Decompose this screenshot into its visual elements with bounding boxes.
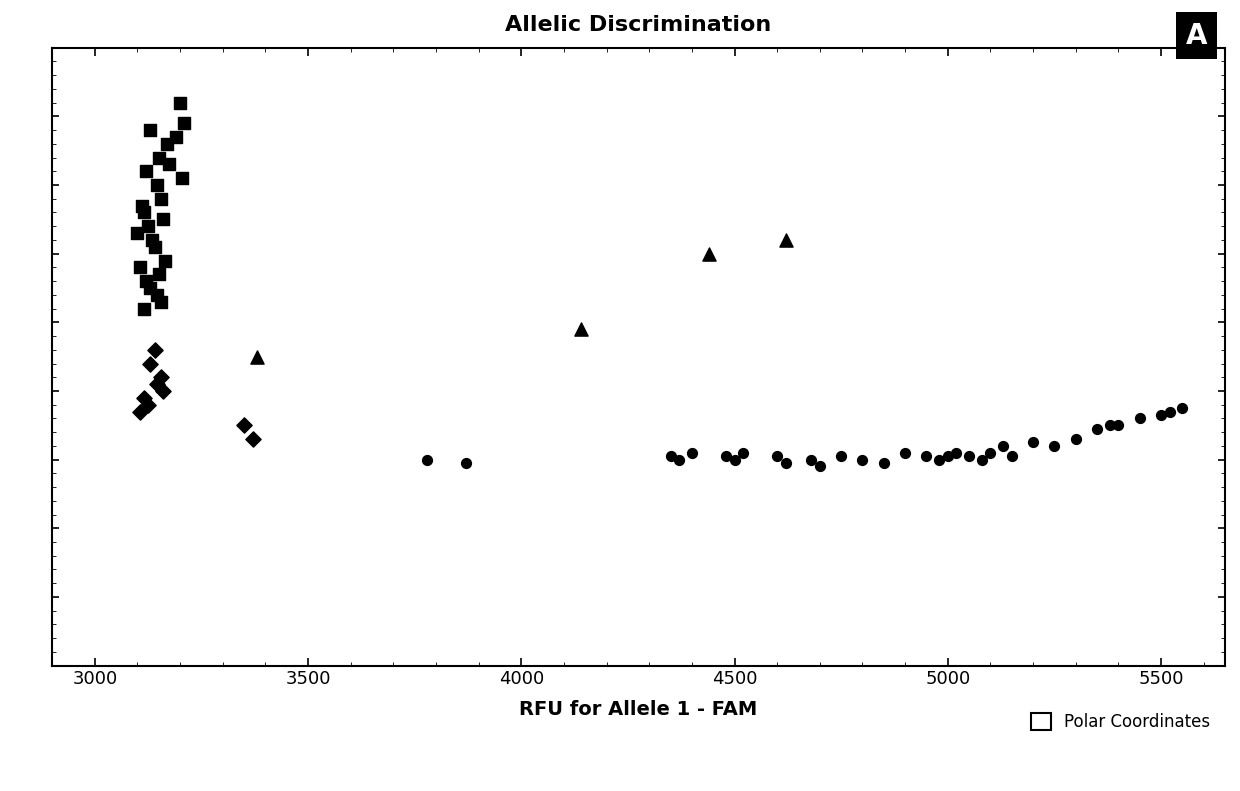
Point xyxy=(146,179,166,191)
Point xyxy=(134,302,154,315)
Point xyxy=(916,450,936,463)
Point xyxy=(1002,450,1022,463)
Point xyxy=(172,172,192,184)
Point xyxy=(831,450,851,463)
Point xyxy=(960,450,980,463)
Point xyxy=(170,97,190,109)
Point xyxy=(157,138,177,150)
Point xyxy=(801,453,821,466)
Point xyxy=(937,450,957,463)
Point xyxy=(1109,419,1128,432)
Point xyxy=(946,446,966,459)
Point xyxy=(768,450,787,463)
Point xyxy=(929,453,949,466)
Point xyxy=(418,453,438,466)
Point xyxy=(895,446,915,459)
Point xyxy=(154,384,174,397)
Point xyxy=(456,456,476,469)
Point xyxy=(131,199,151,212)
Point xyxy=(243,433,263,445)
Title: Allelic Discrimination: Allelic Discrimination xyxy=(506,15,771,35)
X-axis label: RFU for Allele 1 - FAM: RFU for Allele 1 - FAM xyxy=(520,699,758,718)
Point xyxy=(149,268,169,281)
Point xyxy=(1044,440,1064,452)
Point xyxy=(810,460,830,473)
Point xyxy=(151,371,171,384)
Point xyxy=(138,220,157,233)
Point xyxy=(136,274,156,287)
Point xyxy=(140,358,160,370)
Text: A: A xyxy=(1185,21,1208,50)
Point xyxy=(981,446,1001,459)
Point xyxy=(146,289,166,301)
Point xyxy=(1087,422,1107,435)
Point xyxy=(151,192,171,205)
Point xyxy=(151,295,171,308)
Point xyxy=(670,453,689,466)
Point xyxy=(145,240,165,253)
Point xyxy=(154,213,174,225)
Point xyxy=(143,233,162,246)
Point xyxy=(853,453,873,466)
Point xyxy=(1173,402,1193,414)
Point xyxy=(140,282,160,294)
Point xyxy=(166,131,186,143)
Point xyxy=(140,123,160,136)
Point xyxy=(145,343,165,356)
Point xyxy=(175,117,195,130)
Point xyxy=(874,456,894,469)
Point xyxy=(1100,419,1120,432)
Point xyxy=(160,158,180,171)
Point xyxy=(1130,412,1149,425)
Point xyxy=(234,419,254,432)
Point xyxy=(134,206,154,219)
Point xyxy=(699,248,719,260)
Point xyxy=(993,440,1013,452)
Point xyxy=(138,399,157,411)
Point xyxy=(1023,436,1043,448)
Point xyxy=(136,165,156,178)
Point xyxy=(776,233,796,246)
Point xyxy=(1159,405,1179,418)
Point xyxy=(717,450,737,463)
Point xyxy=(776,456,796,469)
Point xyxy=(724,453,744,466)
Point xyxy=(128,227,148,240)
Point xyxy=(130,261,150,274)
Point xyxy=(146,378,166,391)
Point xyxy=(134,392,154,404)
Point xyxy=(155,254,175,267)
Legend: Polar Coordinates: Polar Coordinates xyxy=(1024,706,1216,737)
Point xyxy=(247,350,267,363)
Point xyxy=(682,446,702,459)
Point xyxy=(733,446,753,459)
Point xyxy=(130,405,150,418)
Point xyxy=(661,450,681,463)
Point xyxy=(149,151,169,164)
Point xyxy=(972,453,992,466)
Point xyxy=(572,323,591,335)
Point xyxy=(1151,409,1171,422)
Point xyxy=(1066,433,1086,445)
